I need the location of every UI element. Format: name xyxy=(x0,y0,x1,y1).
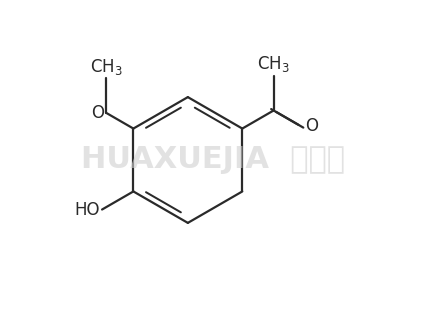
Text: O: O xyxy=(91,104,104,122)
Text: HO: HO xyxy=(75,201,100,219)
Text: CH$_3$: CH$_3$ xyxy=(90,57,123,77)
Text: CH$_3$: CH$_3$ xyxy=(257,54,290,74)
Text: HUAXUEJIA  化学加: HUAXUEJIA 化学加 xyxy=(81,146,345,174)
Text: O: O xyxy=(305,117,318,135)
